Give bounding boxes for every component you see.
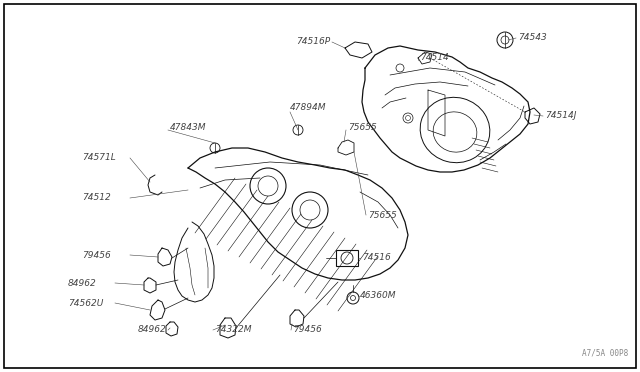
- Text: 47843M: 47843M: [170, 124, 207, 132]
- Text: 74571L: 74571L: [82, 154, 116, 163]
- Text: 74516: 74516: [362, 253, 391, 263]
- Text: 84962: 84962: [138, 326, 167, 334]
- Text: 74543: 74543: [518, 33, 547, 42]
- Text: 74562U: 74562U: [68, 298, 104, 308]
- Text: A7/5A 00P8: A7/5A 00P8: [582, 349, 628, 358]
- Text: 74516P: 74516P: [296, 38, 330, 46]
- Text: 79456: 79456: [293, 326, 322, 334]
- Text: 74512: 74512: [82, 193, 111, 202]
- Text: 74322M: 74322M: [215, 326, 252, 334]
- Text: 46360M: 46360M: [360, 292, 397, 301]
- Text: 75655: 75655: [368, 211, 397, 219]
- Text: 74514J: 74514J: [545, 112, 577, 121]
- Text: 79456: 79456: [82, 250, 111, 260]
- Text: 74514: 74514: [420, 54, 449, 62]
- Text: 84962: 84962: [68, 279, 97, 288]
- Bar: [336, 250, 358, 266]
- Text: 75655: 75655: [348, 124, 377, 132]
- Text: 47894M: 47894M: [290, 103, 326, 112]
